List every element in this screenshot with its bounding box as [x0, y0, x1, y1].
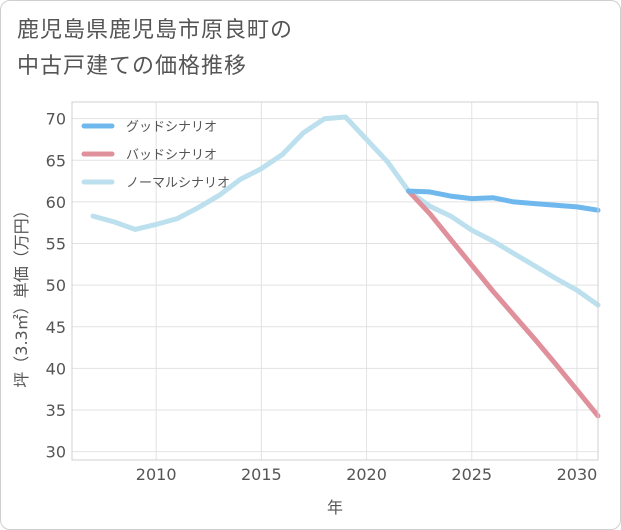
series-layer — [90, 114, 601, 419]
tick-labels: 30 35 40 45 50 55 60 65 70 2010 2015 2020 2025 2030 — [46, 110, 598, 484]
y-tick-label: 65 — [46, 151, 66, 170]
legend-label-2: ノーマルシナリオ — [126, 176, 230, 191]
x-tick-label: 2025 — [451, 465, 492, 484]
y-tick-label: 30 — [46, 443, 66, 462]
y-axis-title: 坪（3.3㎡）単価（万円） — [12, 202, 31, 387]
chart-title-line-2: 中古戸建ての価格推移 — [17, 54, 248, 79]
y-tick-label: 55 — [46, 235, 66, 254]
x-axis-title: 年 — [327, 498, 343, 517]
x-tick-label: 2010 — [136, 465, 177, 484]
x-tick-label: 2020 — [346, 465, 387, 484]
x-tick-label: 2015 — [241, 465, 282, 484]
series-line-0 — [406, 188, 601, 213]
y-tick-label: 35 — [46, 401, 66, 420]
y-tick-label: 60 — [46, 193, 66, 212]
legend-label-1: バッドシナリオ — [126, 148, 217, 163]
grid-lines — [72, 102, 598, 460]
chart-title-line-1: 鹿児島県鹿児島市原良町の — [17, 18, 294, 43]
y-tick-label: 40 — [46, 359, 66, 378]
series-line-2 — [90, 114, 601, 308]
series-line-1 — [406, 188, 601, 419]
x-tick-label: 2030 — [557, 465, 598, 484]
chart-title: 鹿児島県鹿児島市原良町の 中古戸建ての価格推移 — [17, 13, 293, 85]
plot-frame — [71, 101, 599, 461]
y-tick-label: 70 — [46, 110, 66, 129]
legend-label-0: グッドシナリオ — [126, 120, 217, 135]
y-tick-label: 50 — [46, 276, 66, 295]
y-tick-label: 45 — [46, 318, 66, 337]
